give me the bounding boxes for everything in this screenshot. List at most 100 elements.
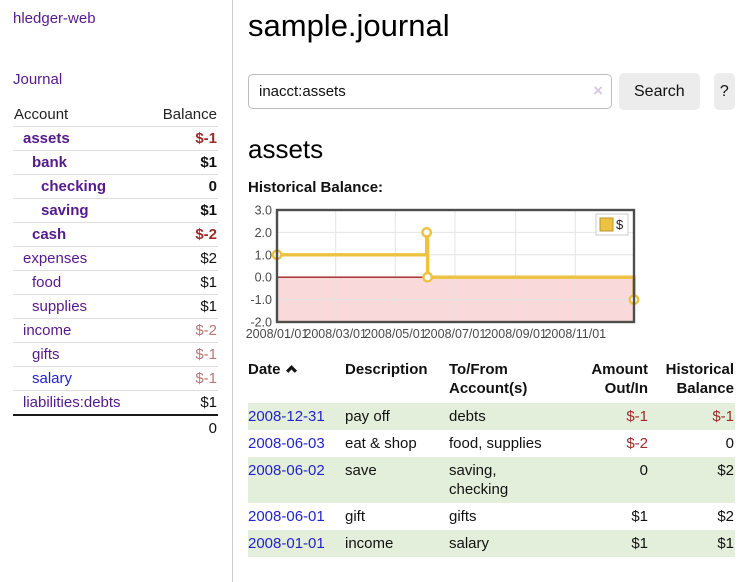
y-axis-tick-label: 3.0: [255, 204, 272, 218]
transaction-date-link[interactable]: 2008-06-01: [248, 508, 325, 525]
transaction-balance: $1: [649, 530, 735, 557]
main-content: sample.journal × Search ? assets Histori…: [246, 0, 735, 557]
y-axis-tick-label: 1.0: [255, 248, 272, 262]
sort-ascending-icon: [285, 360, 298, 379]
account-link[interactable]: income: [23, 322, 72, 339]
account-link[interactable]: cash: [32, 226, 67, 243]
x-axis-tick-label: 2008/03/01: [304, 327, 367, 341]
legend-label: $: [616, 217, 624, 232]
transaction-balance: $2: [649, 457, 735, 503]
transaction-accounts: food, supplies: [449, 435, 542, 452]
register-header-row: Date Description To/From Account(s) Amou…: [248, 357, 735, 403]
x-axis-tick-label: 2008/09/01: [484, 327, 547, 341]
account-balance: $1: [200, 154, 217, 171]
account-link[interactable]: assets: [23, 130, 70, 147]
account-link[interactable]: saving: [41, 202, 89, 219]
balance-column-header-register[interactable]: Historical Balance: [665, 361, 734, 397]
transaction-description: gift: [345, 508, 366, 525]
search-help-button[interactable]: ?: [713, 73, 735, 110]
y-axis-tick-label: -2.0: [250, 316, 272, 330]
sidebar-item-journal[interactable]: Journal: [13, 71, 63, 88]
account-balance: 0: [208, 178, 217, 195]
account-link[interactable]: liabilities:debts: [23, 394, 121, 411]
sidebar: hledger-web Journal Account Balance asse…: [0, 0, 233, 582]
transaction-row: 2008-06-03 eat & shop food, supplies $-2…: [248, 430, 735, 457]
account-row: checking 0: [13, 174, 218, 199]
y-axis-tick-label: 0.0: [255, 271, 272, 285]
account-link[interactable]: bank: [32, 154, 68, 171]
total-balance: 0: [148, 414, 218, 440]
transaction-balance: $-1: [649, 403, 735, 430]
transaction-row: 2008-01-01 income salary $1 $1: [248, 530, 735, 557]
transaction-row: 2008-06-02 save saving, checking 0 $2: [248, 457, 735, 503]
account-row: salary $-1: [13, 366, 218, 391]
account-balance: $-1: [195, 130, 217, 147]
account-row: food $1: [13, 270, 218, 295]
balance-column-header: Balance: [162, 106, 217, 123]
search-form: × Search ?: [248, 73, 735, 110]
historical-balance-chart[interactable]: $3.0 2.0 1.0 0.0 -1.0 -2.0 2008/01/01 2008/03/0…: [246, 204, 735, 343]
account-balance: $2: [200, 250, 217, 267]
transaction-description: save: [345, 457, 449, 503]
chart-svg: $3.0 2.0 1.0 0.0 -1.0 -2.02008/01/012008/03/0…: [246, 204, 640, 341]
account-row: bank $1: [13, 150, 218, 175]
balance-table-header-row: Account Balance: [13, 103, 218, 127]
account-row: cash $-2: [13, 222, 218, 247]
x-axis-tick-label: 2008/05/01: [364, 327, 427, 341]
y-axis-tick-label: -1.0: [250, 293, 272, 307]
account-heading: assets: [248, 134, 324, 164]
account-link[interactable]: gifts: [32, 346, 60, 363]
plot-border: [275, 208, 636, 324]
account-row: liabilities:debts $1: [13, 390, 218, 416]
account-balance-table: Account Balance assets $-1 bank $1 check…: [13, 103, 218, 440]
account-balance: $1: [200, 298, 217, 315]
account-balance: $-1: [195, 346, 217, 363]
account-link[interactable]: food: [32, 274, 62, 291]
account-balance: $-1: [195, 370, 217, 387]
account-row: expenses $2: [13, 246, 218, 271]
account-row: assets $-1: [13, 126, 218, 151]
amount-column-header[interactable]: Amount Out/In: [591, 361, 648, 397]
transaction-amount: $1: [631, 508, 648, 525]
account-link[interactable]: checking: [41, 178, 107, 195]
page-title: sample.journal: [248, 8, 450, 43]
search-input[interactable]: [248, 74, 612, 109]
legend-swatch: [599, 217, 614, 232]
x-axis-tick-label: 2008/01/01: [246, 327, 309, 341]
account-balance: $1: [200, 394, 217, 411]
transaction-amount: $-2: [626, 435, 648, 452]
account-balance: $-2: [195, 226, 217, 243]
balance-total-row: 0: [13, 414, 218, 440]
app-title-link[interactable]: hledger-web: [13, 10, 96, 27]
account-link[interactable]: expenses: [23, 250, 88, 267]
transaction-amount: 0: [579, 457, 649, 503]
transaction-balance: 0: [725, 435, 734, 452]
chart-title: Historical Balance:: [248, 179, 384, 196]
account-balance: $1: [200, 274, 217, 291]
accounts-column-header[interactable]: To/From Account(s): [449, 361, 528, 397]
transaction-date-link[interactable]: 2008-06-02: [248, 462, 325, 479]
account-balance: $-2: [195, 322, 217, 339]
transaction-date-link[interactable]: 2008-01-01: [248, 535, 325, 552]
search-button[interactable]: Search: [619, 73, 700, 110]
transaction-balance: $2: [717, 508, 734, 525]
account-balance: $1: [200, 202, 217, 219]
x-axis-tick-label: 2008/11/01: [544, 327, 606, 341]
transaction-date-link[interactable]: 2008-06-03: [248, 435, 325, 452]
transaction-description: eat & shop: [345, 435, 417, 452]
transaction-row: 2008-06-01 gift gifts $1 $2: [248, 503, 735, 530]
account-row: saving $1: [13, 198, 218, 223]
clear-search-icon[interactable]: ×: [593, 81, 603, 100]
transaction-accounts: saving, checking: [449, 457, 579, 503]
account-column-header: Account: [14, 106, 69, 123]
register-table: Date Description To/From Account(s) Amou…: [248, 357, 735, 557]
account-link[interactable]: supplies: [32, 298, 88, 315]
x-axis-tick-label: 2008/07/01: [424, 327, 487, 341]
account-row: supplies $1: [13, 294, 218, 319]
date-column-header[interactable]: Date: [248, 357, 345, 403]
transaction-description: income: [345, 530, 449, 557]
account-link[interactable]: salary: [32, 370, 73, 387]
description-column-header[interactable]: Description: [345, 361, 428, 378]
transaction-date-link[interactable]: 2008-12-31: [248, 408, 325, 425]
transaction-amount: $1: [579, 530, 649, 557]
